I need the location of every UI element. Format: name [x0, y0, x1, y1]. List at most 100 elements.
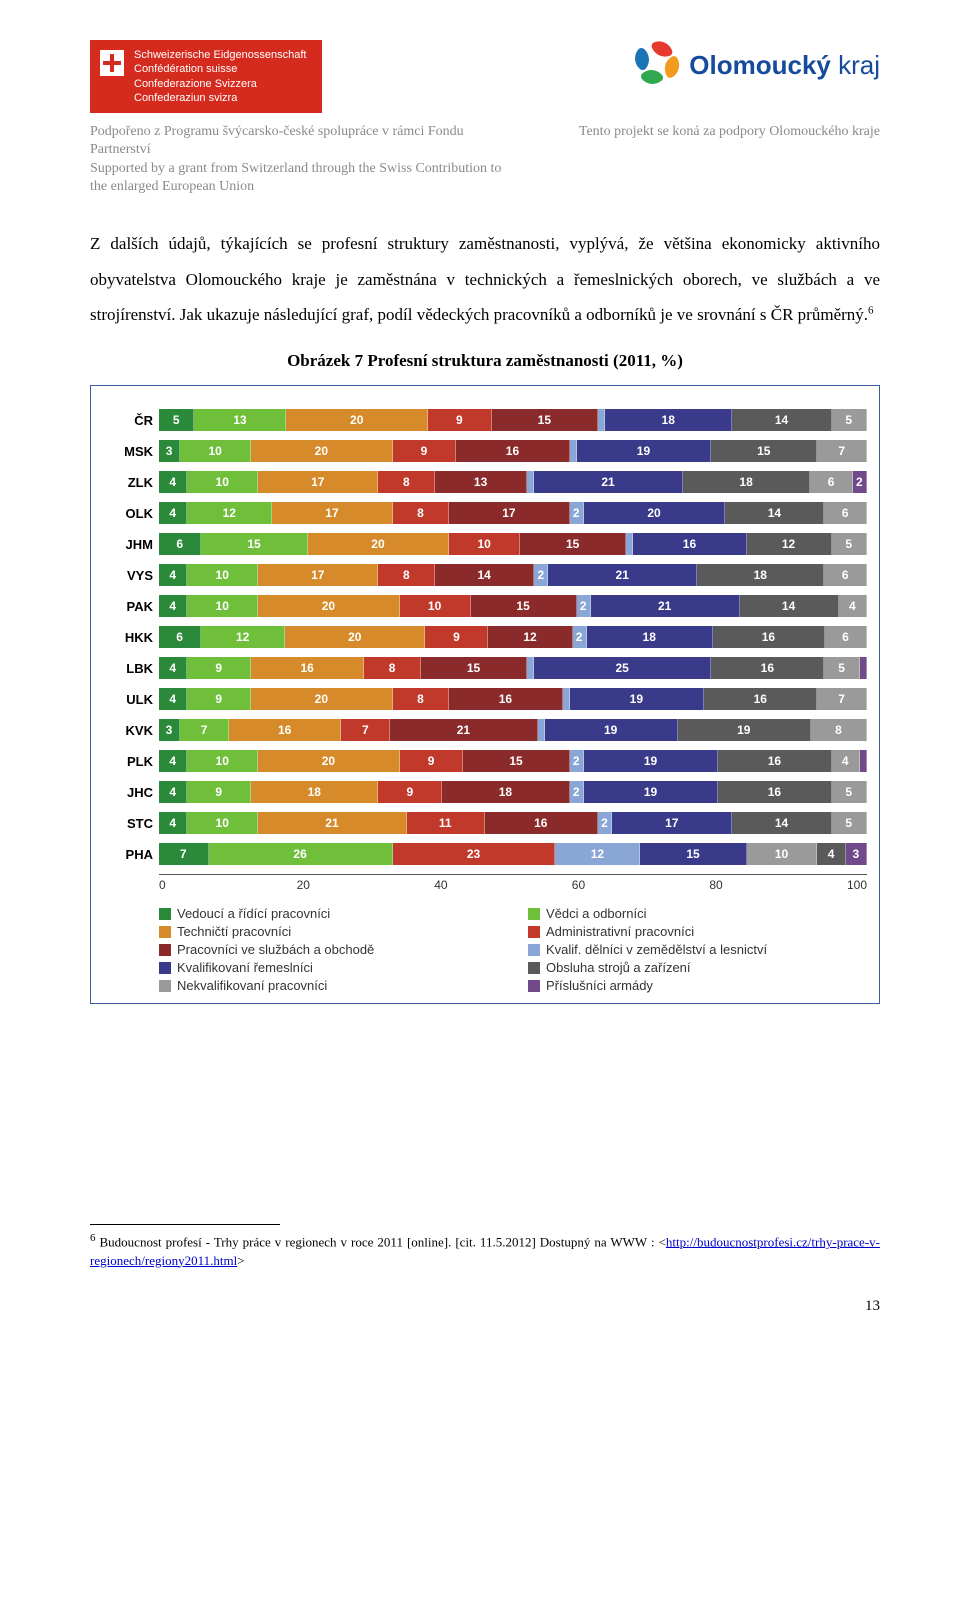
chart-segment: 4 — [817, 843, 845, 865]
legend-swatch — [159, 944, 171, 956]
chart-bar: 410201015221144 — [159, 595, 867, 617]
chart-segment: 15 — [492, 409, 598, 431]
chart-segment: 14 — [732, 812, 831, 834]
support-right: Tento projekt se koná za podpory Olomouc… — [579, 123, 880, 196]
chart-segment: 7 — [180, 719, 229, 741]
chart-segment: 12 — [187, 502, 272, 524]
chart-segment: 6 — [824, 502, 866, 524]
chart-segment: 6 — [159, 626, 201, 648]
legend-item: Kvalif. dělníci v zemědělství a lesnictv… — [528, 942, 867, 957]
chart-segment: 8 — [393, 688, 450, 710]
chart-row-label: HKK — [103, 630, 159, 645]
legend-label: Pracovníci ve službách a obchodě — [177, 942, 374, 957]
chart-segment: 16 — [711, 657, 824, 679]
chart-segment: 16 — [633, 533, 746, 555]
chart-legend: Vedoucí a řídící pracovníci Vědci a odbo… — [159, 906, 867, 993]
legend-label: Kvalif. dělníci v zemědělství a lesnictv… — [546, 942, 767, 957]
footnote-text-after: > — [237, 1253, 244, 1268]
chart-segment: 2 — [573, 626, 587, 648]
chart-segment: 5 — [832, 409, 867, 431]
chart-segment: 26 — [209, 843, 393, 865]
chart-segment: 6 — [824, 564, 866, 586]
legend-label: Kvalifikovaní řemeslníci — [177, 960, 313, 975]
chart-segment: 16 — [229, 719, 341, 741]
support-left: Podpořeno z Programu švýcarsko-české spo… — [90, 123, 510, 196]
swiss-shield-icon — [100, 50, 124, 76]
chart-row-label: LBK — [103, 661, 159, 676]
chart-segment: 17 — [612, 812, 732, 834]
chart-bar: 41020915219164 — [159, 750, 867, 772]
chart-segment: 5 — [832, 781, 867, 803]
chart-segment: 4 — [839, 595, 867, 617]
legend-label: Vedoucí a řídící pracovníci — [177, 906, 330, 921]
legend-swatch — [159, 908, 171, 920]
legend-item: Techničtí pracovníci — [159, 924, 498, 939]
chart-segment: 4 — [159, 471, 187, 493]
chart-segment: 6 — [825, 626, 867, 648]
chart-container: ČR5132091518145MSK3102091619157ZLK410178… — [90, 385, 880, 1004]
chart-segment: 16 — [713, 626, 825, 648]
chart-bar: 4918918219165 — [159, 781, 867, 803]
chart-row: PHA7262312151043 — [103, 843, 867, 865]
chart-segment — [527, 471, 534, 493]
olomoucky-logo: Olomoucký kraj — [631, 40, 880, 90]
chart-segment: 16 — [485, 812, 598, 834]
olom-brand-text: Olomoucký kraj — [689, 50, 880, 81]
legend-item: Vědci a odborníci — [528, 906, 867, 921]
chart-segment: 12 — [201, 626, 285, 648]
chart-segment: 23 — [393, 843, 556, 865]
chart-row: STC410211116217145 — [103, 812, 867, 834]
chart-segment: 20 — [251, 440, 393, 462]
chart-segment: 25 — [534, 657, 711, 679]
legend-item: Nekvalifikovaní pracovníci — [159, 978, 498, 993]
chart-bar: 5132091518145 — [159, 409, 867, 431]
chart-row: KVK371672119198 — [103, 719, 867, 741]
support-text-row: Podpořeno z Programu švýcarsko-české spo… — [90, 123, 880, 196]
chart-segment: 21 — [591, 595, 740, 617]
legend-label: Příslušníci armády — [546, 978, 653, 993]
chart-segment: 20 — [285, 626, 425, 648]
chart-segment: 2 — [853, 471, 867, 493]
chart-row: MSK3102091619157 — [103, 440, 867, 462]
chart-segment: 20 — [286, 409, 428, 431]
chart-segment — [860, 750, 867, 772]
chart-segment: 5 — [832, 812, 867, 834]
chart-segment: 2 — [598, 812, 612, 834]
footnote-ref: 6 — [868, 305, 874, 317]
chart-segment: 16 — [251, 657, 364, 679]
legend-label: Techničtí pracovníci — [177, 924, 291, 939]
chart-segment: 7 — [817, 688, 867, 710]
chart-segment — [570, 440, 577, 462]
chart-segment: 10 — [187, 595, 258, 617]
chart-row: JHC4918918219165 — [103, 781, 867, 803]
chart-bar: 41017814221186 — [159, 564, 867, 586]
chart-segment: 19 — [570, 688, 705, 710]
chart-segment: 20 — [258, 750, 400, 772]
chart-row: LBK491681525165 — [103, 657, 867, 679]
chart-segment: 21 — [548, 564, 697, 586]
chart-segment: 3 — [159, 440, 180, 462]
legend-swatch — [159, 962, 171, 974]
chart-segment: 9 — [187, 657, 251, 679]
chart-segment: 15 — [711, 440, 817, 462]
chart-row-label: JHC — [103, 785, 159, 800]
chart-segment: 10 — [187, 812, 258, 834]
chart-segment: 16 — [704, 688, 817, 710]
legend-swatch — [528, 944, 540, 956]
chart-bar: 410211116217145 — [159, 812, 867, 834]
chart-segment: 14 — [732, 409, 831, 431]
chart-row: ULK492081619167 — [103, 688, 867, 710]
footnote: 6 Budoucnost profesí - Trhy práce v regi… — [90, 1231, 880, 1270]
chart-row-label: KVK — [103, 723, 159, 738]
chart-bar: 41017813211862 — [159, 471, 867, 493]
chart-row-label: JHM — [103, 537, 159, 552]
chart-segment: 16 — [449, 688, 562, 710]
chart-segment: 4 — [159, 750, 187, 772]
chart-bar: 3102091619157 — [159, 440, 867, 462]
chart-segment: 7 — [341, 719, 390, 741]
chart-segment: 21 — [534, 471, 683, 493]
chart-title: Obrázek 7 Profesní struktura zaměstnanos… — [90, 351, 880, 371]
chart-segment: 18 — [697, 564, 824, 586]
chart-segment: 3 — [159, 719, 180, 741]
chart-segment: 2 — [577, 595, 591, 617]
